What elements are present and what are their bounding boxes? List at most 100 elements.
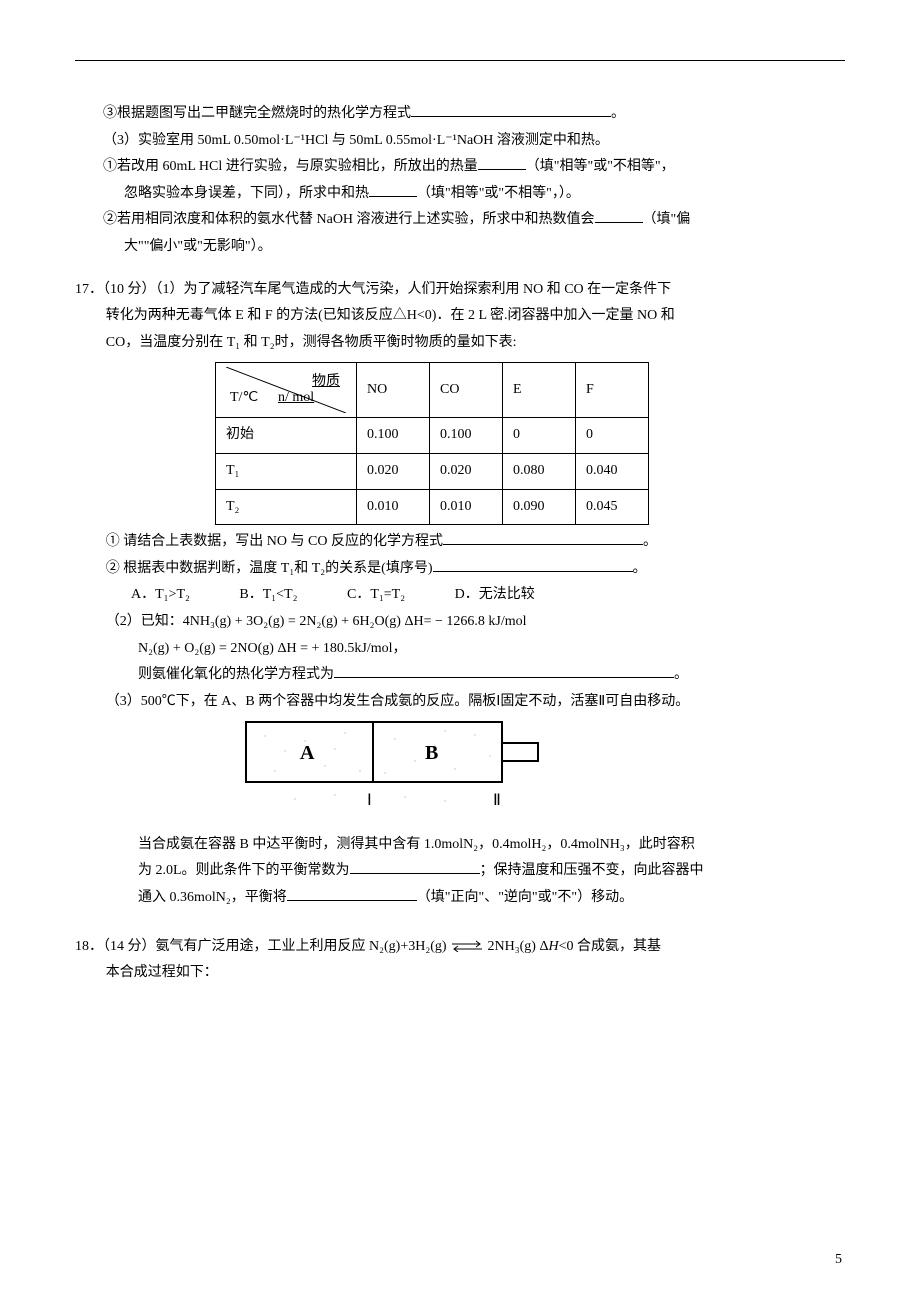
table-corner-cell: 物质 T/℃ n/ mol <box>216 363 357 418</box>
q18-line-2: 本合成过程如下： <box>75 960 845 987</box>
question-18: 18．（14 分）氨气有广泛用途，工业上利用反应 N₂(g)+3H₂(g) 2N… <box>75 934 845 987</box>
top-horizontal-rule <box>75 60 845 61</box>
q17-sub2: ② 根据表中数据判断，温度 T₁和 T₂的关系是(填序号) 。 <box>75 556 845 583</box>
text: 则氨催化氧化的热化学方程式为 <box>138 667 334 682</box>
q16-line-7: ②若用相同浓度和体积的氨水代替 NaOH 溶液进行上述实验，所求中和热数值会 （填… <box>75 207 845 234</box>
text: ② 根据表中数据判断，温度 T₁和 T₂的关系是(填序号) <box>106 561 433 576</box>
cell: 0.100 <box>357 418 430 454</box>
table-row: 初始 0.100 0.100 0 0 <box>216 418 649 454</box>
blank <box>350 859 480 874</box>
blank <box>369 182 417 197</box>
cell: 0 <box>576 418 649 454</box>
document-page: ③根据题图写出二甲醚完全燃烧时的热化学方程式。 （3）实验室用 50mL 0.5… <box>0 0 920 1302</box>
cell: 0.045 <box>576 489 649 525</box>
blank <box>334 663 674 678</box>
q17-options: A．T₁>T₂ B．T₁<T₂ C．T₁=T₂ D．无法比较 <box>75 582 845 609</box>
q17-part3-intro: （3）500℃下，在 A、B 两个容器中均发生合成氨的反应。隔板Ⅰ固定不动，活塞… <box>75 689 845 716</box>
q17-part2-eq1: （2）已知：4NH₃(g) + 3O₂(g) = 2N₂(g) + 6H₂O(g… <box>75 609 845 636</box>
row-label: T₂ <box>216 489 357 525</box>
table-row: T₂ 0.010 0.010 0.090 0.045 <box>216 489 649 525</box>
header-label: n/ mol <box>278 385 314 412</box>
text: （填"正向"、"逆向"或"不"）移动。 <box>417 890 633 905</box>
table-header: F <box>576 363 649 418</box>
option-b: B．T₁<T₂ <box>239 582 297 609</box>
blank <box>411 102 611 117</box>
cell: 0.010 <box>357 489 430 525</box>
q16-line-5: ①若改用 60mL HCl 进行实验，与原实验相比，所放出的热量 （填"相等"或"… <box>75 154 845 181</box>
italic-h: H <box>548 939 558 954</box>
text: 当合成氨在容器 B 中达平衡时，测得其中含有 1.0molN₂，0.4molH₂… <box>138 837 695 852</box>
text: （3）实验室用 50mL 0.50mol·L⁻¹HCl 与 50mL 0.55m… <box>103 133 609 148</box>
text: N₂(g) + O₂(g) = 2NO(g) ΔH = + 180.5kJ/mo… <box>138 641 407 656</box>
text: 本合成过程如下： <box>106 965 218 980</box>
option-d: D．无法比较 <box>455 582 535 609</box>
q17-part2-eq2: N₂(g) + O₂(g) = 2NO(g) ΔH = + 180.5kJ/mo… <box>75 636 845 663</box>
text: 。 <box>633 561 647 576</box>
label-b: B <box>425 742 438 764</box>
text: 大""偏小"或"无影响"）。 <box>124 239 272 254</box>
table-header: NO <box>357 363 430 418</box>
blank <box>478 155 526 170</box>
q16-line-4: （3）实验室用 50mL 0.50mol·L⁻¹HCl 与 50mL 0.55m… <box>75 128 845 155</box>
q16-line-6: 忽略实验本身误差，下同），所求中和热（填"相等"或"不相等"，）。 <box>75 181 845 208</box>
ab-container-icon: A B Ⅰ Ⅱ <box>245 721 545 817</box>
text: 。 <box>611 106 625 121</box>
text: 通入 0.36molN₂，平衡将 <box>138 890 287 905</box>
text: ③根据题图写出二甲醚完全燃烧时的热化学方程式 <box>103 106 411 121</box>
cell: 0.020 <box>430 453 503 489</box>
q18-line-1: 18．（14 分）氨气有广泛用途，工业上利用反应 N₂(g)+3H₂(g) 2N… <box>75 934 845 961</box>
option-c: C．T₁=T₂ <box>347 582 405 609</box>
text: （填"相等"或"不相等"， <box>526 159 675 174</box>
text: CO，当温度分别在 T₁ 和 T₂时，测得各物质平衡时物质的量如下表: <box>106 335 517 350</box>
text: ；保持温度和压强不变，向此容器中 <box>480 863 704 878</box>
text: 2NH₃(g) Δ <box>484 939 548 954</box>
blank <box>595 208 643 223</box>
text: （2）已知：4NH₃(g) + 3O₂(g) = 2N₂(g) + 6H₂O(g… <box>106 614 527 629</box>
text: ②若用相同浓度和体积的氨水代替 NaOH 溶液进行上述实验，所求中和热数值会 <box>103 212 595 227</box>
cell: 0.020 <box>357 453 430 489</box>
q17-sub1: ① 请结合上表数据，写出 NO 与 CO 反应的化学方程式 。 <box>75 529 845 556</box>
q17-intro-1: 17．（10 分）（1）为了减轻汽车尾气造成的大气污染，人们开始探索利用 NO … <box>75 277 845 304</box>
q17-intro-3: CO，当温度分别在 T₁ 和 T₂时，测得各物质平衡时物质的量如下表: <box>75 330 845 357</box>
cell: 0.090 <box>503 489 576 525</box>
text: （填"偏 <box>643 212 691 227</box>
question-17: 17．（10 分）（1）为了减轻汽车尾气造成的大气污染，人们开始探索利用 NO … <box>75 277 845 912</box>
cell: 0 <box>503 418 576 454</box>
header-label: T/℃ <box>230 385 258 412</box>
q17-part3-l4: 通入 0.36molN₂，平衡将 （填"正向"、"逆向"或"不"）移动。 <box>75 885 845 912</box>
text: 18．（14 分）氨气有广泛用途，工业上利用反应 N₂(g)+3H₂(g) <box>75 939 450 954</box>
label-a: A <box>300 742 315 764</box>
label-i: Ⅰ <box>367 792 372 809</box>
cell: 0.040 <box>576 453 649 489</box>
q17-part3-l3: 为 2.0L。则此条件下的平衡常数为；保持温度和压强不变，向此容器中 <box>75 858 845 885</box>
q17-intro-2: 转化为两种无毒气体 E 和 F 的方法(已知该反应△H<0)．在 2 L 密.闭… <box>75 303 845 330</box>
text: 。 <box>643 534 657 549</box>
equilibrium-table: 物质 T/℃ n/ mol NO CO E F 初始 0.100 0.100 0… <box>215 362 649 525</box>
table-row: T₁ 0.020 0.020 0.080 0.040 <box>216 453 649 489</box>
text: （3）500℃下，在 A、B 两个容器中均发生合成氨的反应。隔板Ⅰ固定不动，活塞… <box>106 694 689 709</box>
page-number: 5 <box>835 1247 842 1274</box>
label-ii: Ⅱ <box>493 792 501 809</box>
cell: 0.010 <box>430 489 503 525</box>
q17-part2-ask: 则氨催化氧化的热化学方程式为 。 <box>75 662 845 689</box>
container-diagram: A B Ⅰ Ⅱ <box>245 721 845 828</box>
equilibrium-arrow-icon <box>450 940 484 952</box>
blank <box>287 886 417 901</box>
q17-part3-l2: 当合成氨在容器 B 中达平衡时，测得其中含有 1.0molN₂，0.4molH₂… <box>75 832 845 859</box>
text: <0 合成氨，其基 <box>559 939 661 954</box>
text: 17．（10 分）（1）为了减轻汽车尾气造成的大气污染，人们开始探索利用 NO … <box>75 282 671 297</box>
text: 转化为两种无毒气体 E 和 F 的方法(已知该反应△H<0)．在 2 L 密.闭… <box>106 308 675 323</box>
cell: 0.080 <box>503 453 576 489</box>
text: 忽略实验本身误差，下同），所求中和热 <box>124 186 369 201</box>
text: ① 请结合上表数据，写出 NO 与 CO 反应的化学方程式 <box>106 534 443 549</box>
cell: 0.100 <box>430 418 503 454</box>
q16-line-3: ③根据题图写出二甲醚完全燃烧时的热化学方程式 。 <box>75 101 845 128</box>
blank <box>433 557 633 572</box>
row-label: 初始 <box>216 418 357 454</box>
text: ①若改用 60mL HCl 进行实验，与原实验相比，所放出的热量 <box>103 159 478 174</box>
row-label: T₁ <box>216 453 357 489</box>
text: 。 <box>674 667 688 682</box>
table-header: CO <box>430 363 503 418</box>
table-row: 物质 T/℃ n/ mol NO CO E F <box>216 363 649 418</box>
q16-line-8: 大""偏小"或"无影响"）。 <box>75 234 845 261</box>
